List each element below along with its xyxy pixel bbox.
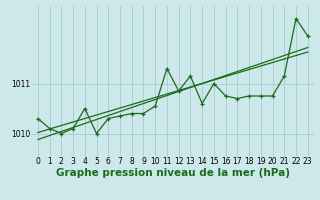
X-axis label: Graphe pression niveau de la mer (hPa): Graphe pression niveau de la mer (hPa): [56, 168, 290, 178]
